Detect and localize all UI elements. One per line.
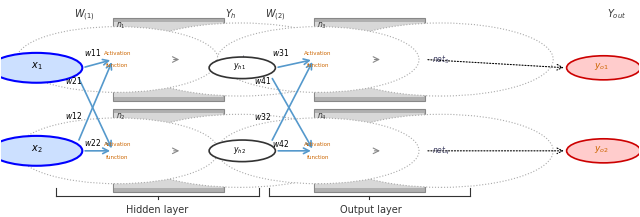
Text: function: function	[307, 63, 330, 68]
Text: $n_{3}$: $n_{3}$	[317, 20, 326, 31]
FancyBboxPatch shape	[114, 22, 223, 97]
Text: $w{32}$: $w{32}$	[254, 111, 271, 122]
FancyBboxPatch shape	[113, 18, 225, 101]
Text: $W_{(1)}$: $W_{(1)}$	[74, 8, 95, 23]
FancyBboxPatch shape	[314, 18, 425, 101]
Text: $w{12}$: $w{12}$	[65, 110, 82, 121]
Circle shape	[566, 139, 640, 163]
Text: $n_{4}$: $n_{4}$	[317, 111, 326, 122]
Circle shape	[0, 136, 83, 166]
Circle shape	[217, 27, 419, 92]
Text: $x_{2}$: $x_{2}$	[31, 143, 42, 155]
Circle shape	[128, 23, 353, 96]
Text: Activation: Activation	[104, 142, 131, 147]
FancyBboxPatch shape	[114, 113, 223, 188]
Text: $Y_{out}$: $Y_{out}$	[607, 8, 626, 21]
Text: $net_{4}$: $net_{4}$	[432, 145, 450, 157]
Circle shape	[329, 114, 553, 187]
Circle shape	[566, 56, 640, 80]
Text: $w{42}$: $w{42}$	[272, 138, 289, 149]
Text: $y_{o2}$: $y_{o2}$	[595, 144, 609, 155]
Text: $net_{3}$: $net_{3}$	[432, 53, 450, 66]
Text: $w{21}$: $w{21}$	[65, 76, 83, 86]
Text: function: function	[106, 63, 129, 68]
Circle shape	[209, 140, 275, 162]
Text: $net_{2}$: $net_{2}$	[232, 145, 249, 157]
FancyBboxPatch shape	[315, 22, 424, 97]
Text: $w{22}$: $w{22}$	[84, 137, 101, 148]
Text: $y_{h2}$: $y_{h2}$	[232, 145, 246, 156]
Text: $n_{1}$: $n_{1}$	[116, 20, 126, 31]
Circle shape	[217, 118, 419, 184]
Text: $y_{o1}$: $y_{o1}$	[594, 61, 609, 72]
Text: Activation: Activation	[305, 51, 332, 56]
Text: $x_{1}$: $x_{1}$	[31, 60, 42, 72]
Text: $net_{1}$: $net_{1}$	[232, 53, 249, 66]
Text: $w{41}$: $w{41}$	[254, 76, 271, 86]
FancyBboxPatch shape	[315, 113, 424, 188]
Circle shape	[128, 114, 353, 187]
Text: Hidden layer: Hidden layer	[126, 205, 189, 215]
Text: $w{31}$: $w{31}$	[272, 47, 289, 58]
Text: $w{11}$: $w{11}$	[84, 47, 101, 58]
Circle shape	[17, 118, 218, 184]
Text: function: function	[106, 155, 129, 159]
Text: $Y_h$: $Y_h$	[225, 8, 237, 21]
Circle shape	[0, 53, 83, 83]
Text: Activation: Activation	[104, 51, 131, 56]
Text: function: function	[307, 155, 330, 159]
FancyBboxPatch shape	[113, 109, 225, 192]
Text: Output layer: Output layer	[340, 205, 402, 215]
Circle shape	[329, 23, 553, 96]
Circle shape	[209, 57, 275, 79]
Circle shape	[17, 27, 218, 92]
Text: $n_{2}$: $n_{2}$	[116, 111, 126, 122]
FancyBboxPatch shape	[314, 109, 425, 192]
Text: $y_{h1}$: $y_{h1}$	[232, 61, 246, 72]
Text: Activation: Activation	[305, 142, 332, 147]
Text: $W_{(2)}$: $W_{(2)}$	[265, 8, 285, 23]
